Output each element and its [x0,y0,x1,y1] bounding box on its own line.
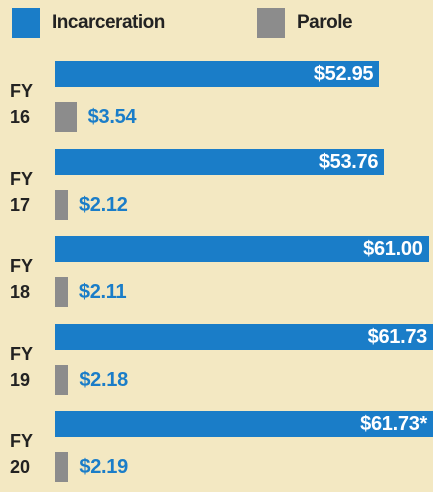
value-label: $61.73* [360,413,427,435]
value-label: $3.54 [87,106,137,128]
legend-label: Incarceration [52,12,165,33]
value-label: $2.12 [78,193,128,216]
bar [55,189,68,220]
bar [55,148,385,175]
category-label: FY 17 [10,168,33,215]
category-label: FY 20 [10,431,33,477]
category-label: FY 19 [10,343,33,390]
bar [55,364,69,395]
value-label: $53.76 [318,150,379,173]
bar [55,452,69,482]
bar [55,102,77,132]
legend-swatch [12,8,40,38]
bar [55,277,68,307]
value-label: $52.95 [313,63,374,85]
bar [55,61,380,87]
category-label: FY 16 [10,81,33,127]
bar [55,236,429,262]
legend-label: Parole [297,12,353,33]
value-label: $2.11 [78,281,127,303]
value-label: $2.18 [79,368,128,391]
value-label: $2.19 [79,456,128,478]
bar [55,323,433,350]
legend-swatch [257,8,285,38]
bar [55,411,433,437]
category-label: FY 18 [10,256,33,302]
value-label: $61.73 [367,325,428,348]
value-label: $61.00 [363,238,423,260]
